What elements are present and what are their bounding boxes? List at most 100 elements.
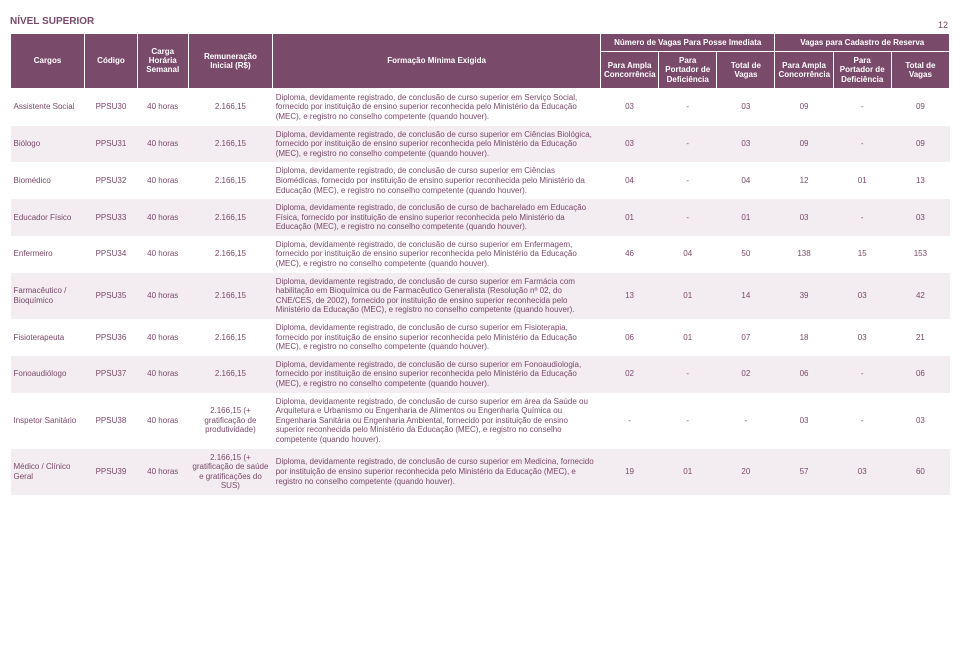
cell-formacao: Diploma, devidamente registrado, de conc… bbox=[273, 393, 601, 449]
cell-formacao: Diploma, devidamente registrado, de conc… bbox=[273, 273, 601, 319]
table-header: Cargos Código Carga Horária Semanal Remu… bbox=[11, 34, 950, 89]
cell-i-def: - bbox=[659, 393, 717, 449]
cell-remun: 2.166,15 bbox=[188, 356, 273, 393]
th-formacao: Formação Mínima Exigida bbox=[273, 34, 601, 89]
cell-r-ampla: 09 bbox=[775, 88, 833, 125]
th-i-ampla: Para Ampla Concorrência bbox=[600, 52, 658, 89]
th-i-tot: Total de Vagas bbox=[717, 52, 775, 89]
cell-carga: 40 horas bbox=[137, 162, 188, 199]
cell-i-tot: 50 bbox=[717, 236, 775, 273]
cell-formacao: Diploma, devidamente registrado, de conc… bbox=[273, 356, 601, 393]
cell-r-tot: 42 bbox=[891, 273, 949, 319]
th-r-def: Para Portador de Deficiência bbox=[833, 52, 891, 89]
cell-carga: 40 horas bbox=[137, 236, 188, 273]
cell-codigo: PPSU38 bbox=[85, 393, 138, 449]
cell-r-def: 01 bbox=[833, 162, 891, 199]
cell-remun: 2.166,15 bbox=[188, 199, 273, 236]
table-body: Assistente SocialPPSU3040 horas2.166,15D… bbox=[11, 88, 950, 495]
cell-r-ampla: 18 bbox=[775, 319, 833, 356]
cell-i-ampla: 04 bbox=[600, 162, 658, 199]
cell-i-tot: 14 bbox=[717, 273, 775, 319]
cell-i-ampla: 46 bbox=[600, 236, 658, 273]
cell-r-tot: 13 bbox=[891, 162, 949, 199]
cell-codigo: PPSU32 bbox=[85, 162, 138, 199]
cell-codigo: PPSU37 bbox=[85, 356, 138, 393]
cell-formacao: Diploma, devidamente registrado, de conc… bbox=[273, 162, 601, 199]
cell-i-tot: - bbox=[717, 393, 775, 449]
cell-i-def: - bbox=[659, 162, 717, 199]
cell-cargo: Farmacêutico / Bioquímico bbox=[11, 273, 85, 319]
cell-carga: 40 horas bbox=[137, 356, 188, 393]
cell-i-tot: 07 bbox=[717, 319, 775, 356]
cell-carga: 40 horas bbox=[137, 88, 188, 125]
cell-r-def: - bbox=[833, 393, 891, 449]
th-cargos: Cargos bbox=[11, 34, 85, 89]
cell-cargo: Enfermeiro bbox=[11, 236, 85, 273]
cell-cargo: Fisioterapeuta bbox=[11, 319, 85, 356]
cell-i-ampla: - bbox=[600, 393, 658, 449]
cell-carga: 40 horas bbox=[137, 273, 188, 319]
cell-i-ampla: 03 bbox=[600, 126, 658, 163]
th-carga: Carga Horária Semanal bbox=[137, 34, 188, 89]
th-i-def: Para Portador de Deficiência bbox=[659, 52, 717, 89]
cell-r-tot: 21 bbox=[891, 319, 949, 356]
cell-remun: 2.166,15 bbox=[188, 273, 273, 319]
cell-codigo: PPSU33 bbox=[85, 199, 138, 236]
section-title: NÍVEL SUPERIOR bbox=[10, 16, 960, 27]
th-r-ampla: Para Ampla Concorrência bbox=[775, 52, 833, 89]
cell-r-ampla: 39 bbox=[775, 273, 833, 319]
cell-r-ampla: 09 bbox=[775, 126, 833, 163]
cell-r-ampla: 03 bbox=[775, 393, 833, 449]
cell-r-ampla: 12 bbox=[775, 162, 833, 199]
cell-r-ampla: 06 bbox=[775, 356, 833, 393]
cell-r-tot: 60 bbox=[891, 449, 949, 495]
cell-cargo: Biomédico bbox=[11, 162, 85, 199]
cell-r-tot: 03 bbox=[891, 199, 949, 236]
cell-i-def: 04 bbox=[659, 236, 717, 273]
table-row: Inspetor SanitárioPPSU3840 horas2.166,15… bbox=[11, 393, 950, 449]
cell-codigo: PPSU36 bbox=[85, 319, 138, 356]
table-row: Assistente SocialPPSU3040 horas2.166,15D… bbox=[11, 88, 950, 125]
positions-table: Cargos Código Carga Horária Semanal Remu… bbox=[10, 33, 950, 495]
cell-remun: 2.166,15 bbox=[188, 88, 273, 125]
cell-r-tot: 09 bbox=[891, 126, 949, 163]
cell-r-def: 03 bbox=[833, 273, 891, 319]
cell-codigo: PPSU34 bbox=[85, 236, 138, 273]
cell-i-def: 01 bbox=[659, 273, 717, 319]
cell-r-def: - bbox=[833, 356, 891, 393]
cell-i-def: - bbox=[659, 356, 717, 393]
cell-i-tot: 04 bbox=[717, 162, 775, 199]
cell-formacao: Diploma, devidamente registrado, de conc… bbox=[273, 126, 601, 163]
cell-r-ampla: 57 bbox=[775, 449, 833, 495]
cell-formacao: Diploma, devidamente registrado, de conc… bbox=[273, 449, 601, 495]
cell-remun: 2.166,15 bbox=[188, 162, 273, 199]
cell-r-def: 15 bbox=[833, 236, 891, 273]
cell-i-tot: 03 bbox=[717, 126, 775, 163]
cell-remun: 2.166,15 (+ gratificação de saúde e grat… bbox=[188, 449, 273, 495]
table-row: BiólogoPPSU3140 horas2.166,15Diploma, de… bbox=[11, 126, 950, 163]
cell-cargo: Médico / Clínico Geral bbox=[11, 449, 85, 495]
table-row: Educador FísicoPPSU3340 horas2.166,15Dip… bbox=[11, 199, 950, 236]
cell-i-ampla: 06 bbox=[600, 319, 658, 356]
cell-cargo: Fonoaudiólogo bbox=[11, 356, 85, 393]
cell-i-ampla: 02 bbox=[600, 356, 658, 393]
cell-i-tot: 02 bbox=[717, 356, 775, 393]
cell-carga: 40 horas bbox=[137, 126, 188, 163]
cell-r-def: 03 bbox=[833, 319, 891, 356]
cell-i-ampla: 13 bbox=[600, 273, 658, 319]
page-number: 12 bbox=[938, 20, 948, 30]
th-group-imediata: Número de Vagas Para Posse Imediata bbox=[600, 34, 774, 52]
cell-r-tot: 06 bbox=[891, 356, 949, 393]
cell-i-ampla: 19 bbox=[600, 449, 658, 495]
cell-formacao: Diploma, devidamente registrado, de conc… bbox=[273, 236, 601, 273]
cell-r-ampla: 03 bbox=[775, 199, 833, 236]
cell-carga: 40 horas bbox=[137, 449, 188, 495]
cell-remun: 2.166,15 bbox=[188, 319, 273, 356]
cell-i-def: 01 bbox=[659, 319, 717, 356]
cell-r-def: - bbox=[833, 126, 891, 163]
cell-cargo: Educador Físico bbox=[11, 199, 85, 236]
cell-codigo: PPSU31 bbox=[85, 126, 138, 163]
cell-formacao: Diploma, devidamente registrado, de conc… bbox=[273, 199, 601, 236]
cell-i-def: 01 bbox=[659, 449, 717, 495]
cell-carga: 40 horas bbox=[137, 199, 188, 236]
